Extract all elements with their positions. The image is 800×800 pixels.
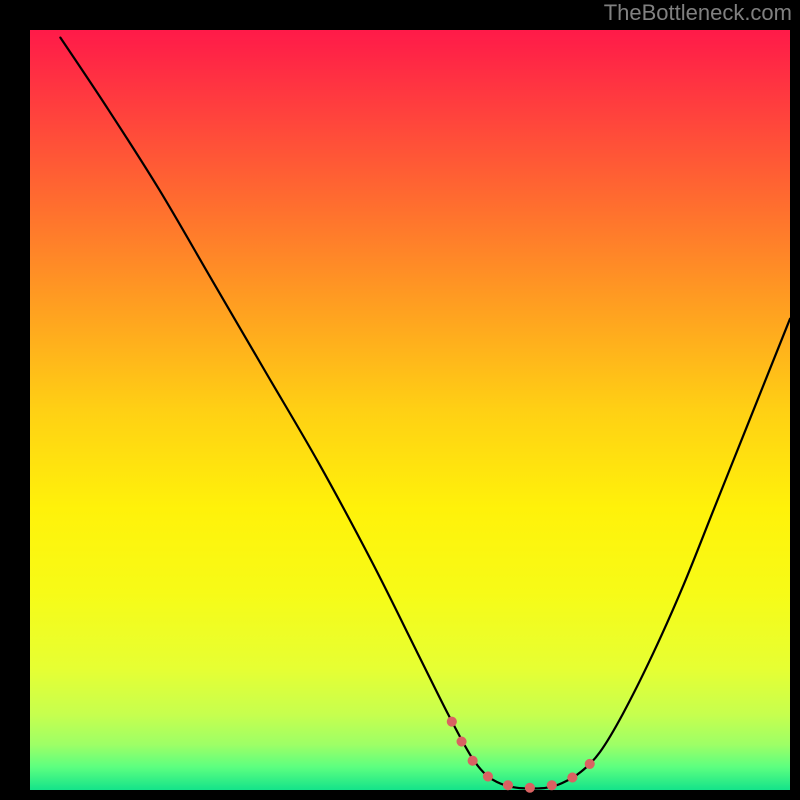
chart-container: TheBottleneck.com [0,0,800,800]
bottleneck-curve-chart [0,0,800,800]
credit-watermark: TheBottleneck.com [604,0,792,26]
chart-gradient-background [30,30,790,790]
